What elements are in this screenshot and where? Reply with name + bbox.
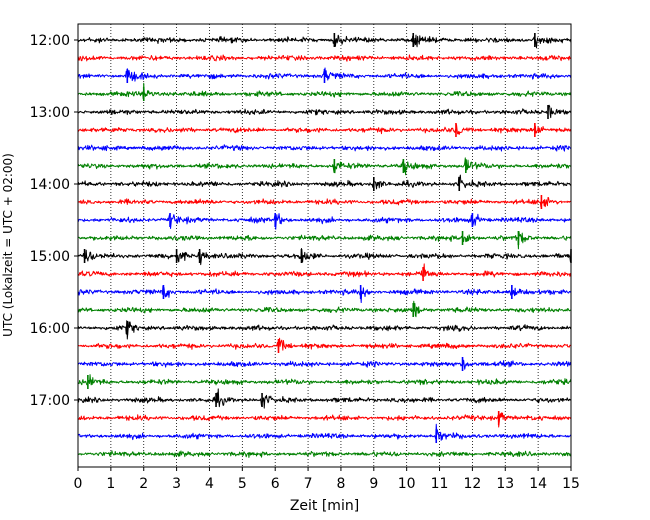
trace-row-1630: [77, 359, 572, 370]
y-tick-label: 15:00: [30, 249, 70, 265]
y-tick-label: 12:00: [30, 33, 70, 49]
trace-row-1530: [77, 285, 572, 304]
x-tick-label: 0: [74, 476, 83, 492]
y-tick-label: 14:00: [30, 177, 70, 193]
x-tick-label: 13: [496, 476, 514, 492]
trace-row-1400: [77, 174, 572, 190]
trace-row-1315: [77, 124, 572, 135]
x-tick-label: 7: [304, 476, 313, 492]
x-tick-label: 10: [398, 476, 416, 492]
trace-row-1445: [77, 231, 572, 250]
y-tick-label: 17:00: [30, 393, 70, 409]
x-tick-label: 9: [369, 476, 378, 492]
vertical-grid: [110, 24, 539, 467]
trace-row-1330: [77, 144, 572, 152]
y-tick-label: 13:00: [30, 105, 70, 121]
trace-row-1515: [77, 263, 572, 278]
x-tick-label: 4: [205, 476, 214, 492]
x-tick-label: 1: [106, 476, 115, 492]
trace-row-1745: [77, 450, 572, 458]
x-tick-label: 6: [271, 476, 280, 492]
trace-row-1215: [77, 54, 572, 62]
x-tick-label: 15: [562, 476, 580, 492]
trace-row-1300: [77, 104, 572, 119]
x-tick-label: 5: [238, 476, 247, 492]
trace-row-1245: [77, 82, 572, 100]
x-tick-label: 2: [139, 476, 148, 492]
y-axis-ticks: 12:00 13:00 14:00 15:00 16:00 17:00: [30, 33, 78, 409]
trace-row-1700: [77, 388, 572, 409]
x-tick-label: 14: [529, 476, 547, 492]
trace-row-1430: [77, 213, 572, 230]
trace-row-1345: [77, 157, 572, 176]
y-axis-label: UTC (Lokalzeit = UTC + 02:00): [1, 153, 15, 337]
x-axis-ticks: 0 1 2 3 4 5 6 7 8 9 10 11 12 13 14 15: [74, 467, 580, 492]
trace-row-1200: [77, 34, 572, 49]
x-tick-label: 3: [172, 476, 181, 492]
y-tick-label: 16:00: [30, 321, 70, 337]
plot-frame: [77, 23, 572, 468]
trace-row-1600: [77, 320, 572, 340]
trace-row-1415: [77, 196, 572, 208]
trace-row-1730: [77, 423, 572, 441]
trace-row-1615: [77, 337, 572, 352]
trace-row-1645: [77, 374, 572, 386]
trace-row-1715: [77, 412, 572, 428]
x-tick-label: 12: [463, 476, 481, 492]
seismic-traces: [77, 33, 572, 458]
trace-row-1500: [77, 248, 572, 266]
trace-row-1545: [77, 300, 572, 318]
x-tick-label: 8: [336, 476, 345, 492]
x-axis-label: Zeit [min]: [290, 498, 359, 514]
x-tick-label: 11: [431, 476, 449, 492]
